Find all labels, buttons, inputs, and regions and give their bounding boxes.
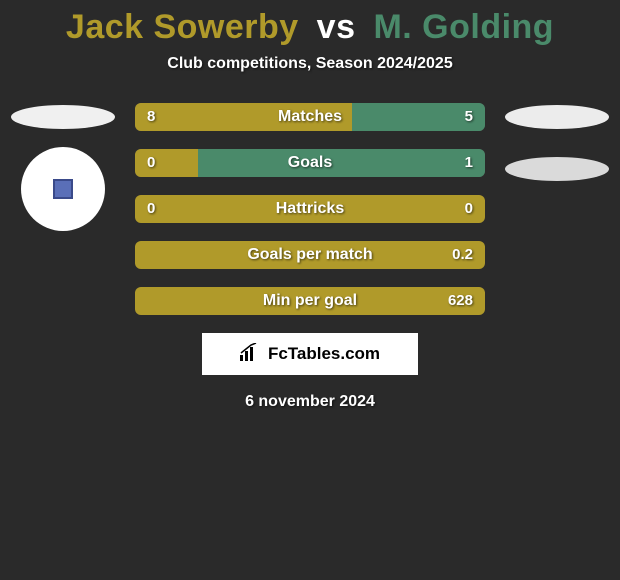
bar-value-right: 5 [465,103,473,131]
bar-label: Goals per match [135,241,485,269]
right-player-images [502,103,612,181]
bar-value-right: 0.2 [452,241,473,269]
brand-text: FcTables.com [268,344,380,364]
subtitle: Club competitions, Season 2024/2025 [0,55,620,73]
player1-logo-ellipse [11,105,115,129]
bar-row: 0Goals1 [135,149,485,177]
bar-row: 0Hattricks0 [135,195,485,223]
left-player-images [8,103,118,231]
bar-label: Matches [135,103,485,131]
jersey-icon [53,179,73,199]
content-area: 8Matches50Goals10Hattricks0Goals per mat… [0,103,620,411]
title-player2: M. Golding [373,8,554,46]
player2-logo-ellipse [505,105,609,129]
chart-icon [240,343,262,366]
bar-row: Goals per match0.2 [135,241,485,269]
player1-avatar-circle [21,147,105,231]
title-vs: vs [317,8,356,46]
bar-label: Goals [135,149,485,177]
comparison-bars: 8Matches50Goals10Hattricks0Goals per mat… [135,103,485,315]
bar-label: Min per goal [135,287,485,315]
page-title: Jack Sowerby vs M. Golding [0,0,620,47]
bar-value-right: 628 [448,287,473,315]
brand-box[interactable]: FcTables.com [202,333,418,375]
bar-label: Hattricks [135,195,485,223]
bar-value-right: 1 [465,149,473,177]
title-player1: Jack Sowerby [66,8,299,46]
bar-value-right: 0 [465,195,473,223]
bar-row: 8Matches5 [135,103,485,131]
date-text: 6 november 2024 [0,393,620,411]
bar-row: Min per goal628 [135,287,485,315]
player2-avatar-ellipse [505,157,609,181]
